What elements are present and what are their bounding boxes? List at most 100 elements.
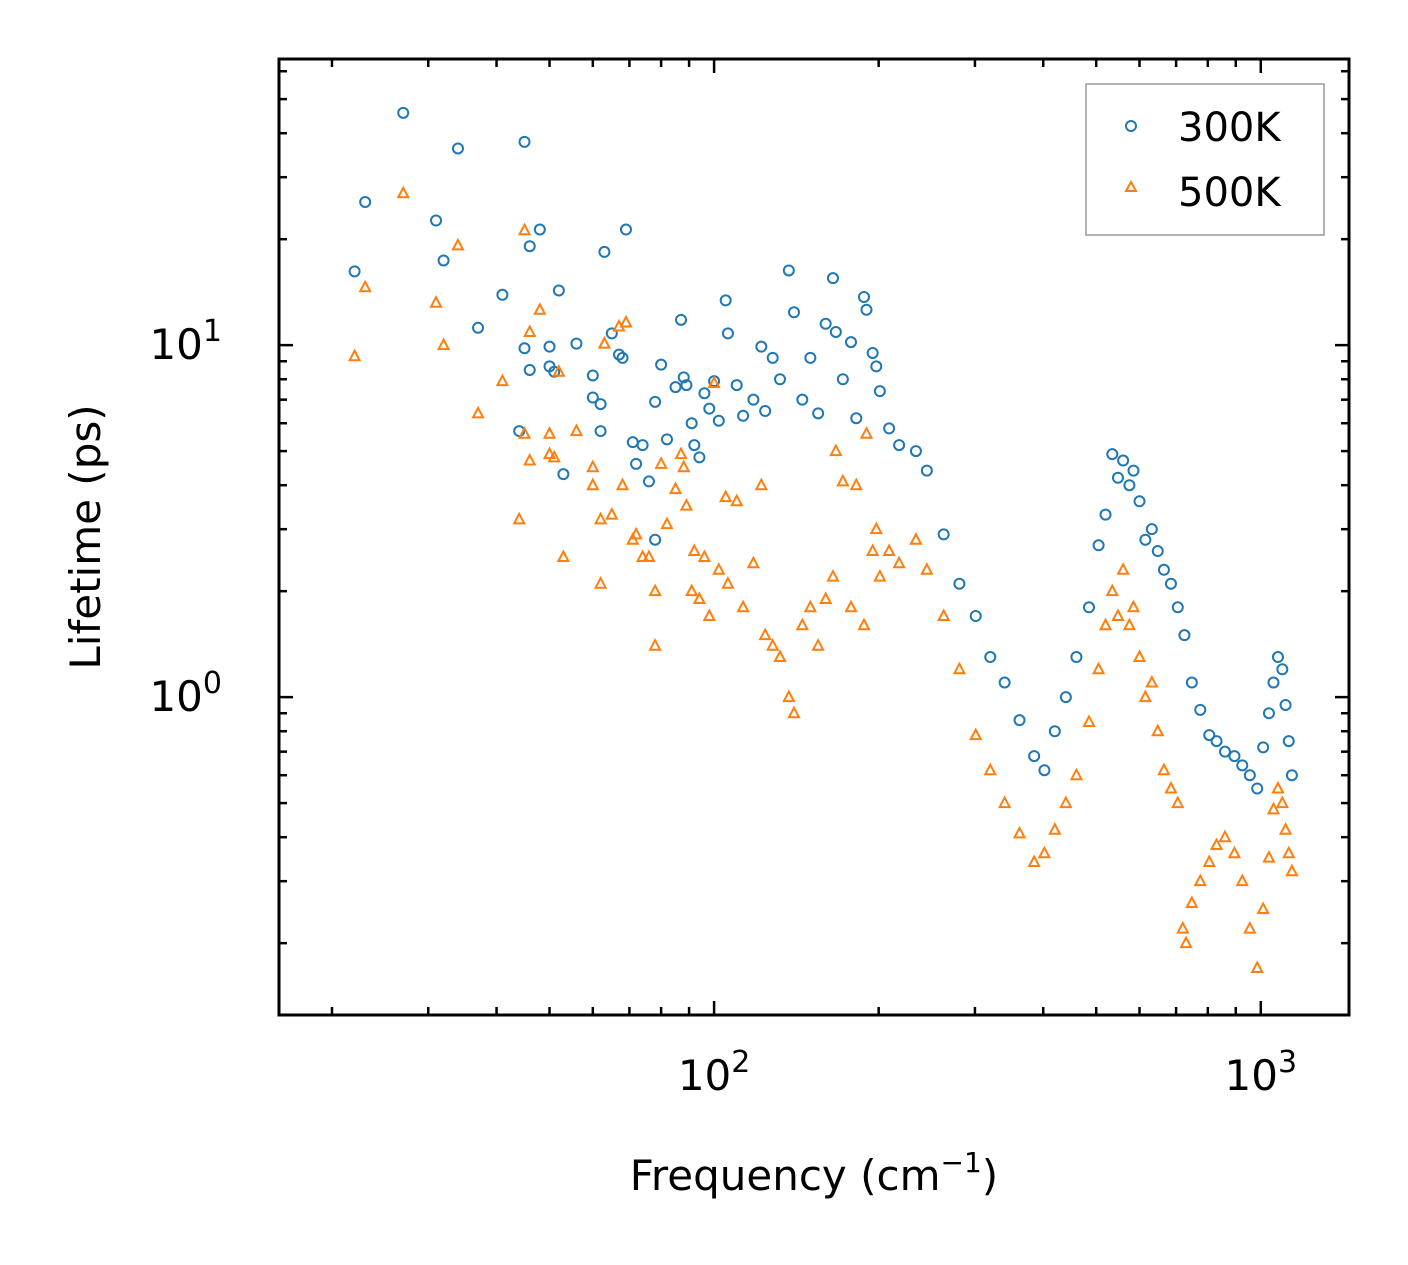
point-500k bbox=[547, 449, 561, 463]
point-300k bbox=[518, 342, 531, 355]
point-500k bbox=[920, 562, 934, 575]
point-500k bbox=[451, 237, 465, 251]
point-500k bbox=[1082, 714, 1096, 727]
point-300k bbox=[437, 254, 450, 267]
point-500k bbox=[677, 459, 691, 473]
point-500k bbox=[803, 599, 818, 613]
point-500k bbox=[1176, 920, 1190, 934]
point-300k bbox=[759, 404, 772, 417]
point-300k bbox=[747, 393, 760, 406]
point-300k bbox=[688, 439, 701, 452]
point-500k bbox=[597, 335, 612, 349]
point-500k bbox=[523, 324, 537, 337]
legend-box bbox=[1085, 83, 1325, 236]
point-300k bbox=[857, 291, 870, 304]
point-300k bbox=[552, 284, 565, 297]
point-300k bbox=[1157, 563, 1170, 576]
point-500k bbox=[844, 599, 858, 613]
point-500k bbox=[1179, 935, 1193, 949]
point-500k bbox=[882, 543, 896, 557]
point-300k bbox=[860, 303, 873, 316]
legend-marker-500k bbox=[1124, 179, 1138, 192]
point-300k bbox=[712, 414, 725, 427]
point-300k bbox=[984, 651, 997, 664]
point-500k bbox=[836, 473, 850, 487]
point-300k bbox=[557, 468, 570, 481]
point-500k bbox=[1285, 863, 1299, 877]
point-500k bbox=[648, 638, 662, 651]
x-axis-label: Frequency (cm−1) bbox=[630, 1146, 998, 1200]
point-500k bbox=[1243, 920, 1257, 934]
series-500k bbox=[347, 185, 1299, 973]
point-500k bbox=[552, 364, 566, 377]
legend-entry-300k: 300K bbox=[1125, 105, 1282, 151]
point-500k bbox=[436, 337, 451, 351]
point-500k bbox=[542, 446, 557, 460]
point-500k bbox=[1151, 723, 1165, 737]
point-300k bbox=[359, 196, 372, 209]
point-500k bbox=[1256, 901, 1270, 915]
point-500k bbox=[358, 279, 372, 293]
point-300k bbox=[1059, 691, 1072, 704]
point-500k bbox=[1091, 661, 1106, 675]
point-500k bbox=[1027, 854, 1041, 868]
point-500k bbox=[615, 477, 630, 491]
point-500k bbox=[1250, 960, 1264, 973]
point-300k bbox=[1279, 698, 1292, 711]
point-300k bbox=[649, 533, 662, 546]
point-500k bbox=[1275, 795, 1289, 809]
point-500k bbox=[1145, 674, 1159, 688]
point-300k bbox=[660, 433, 673, 446]
point-300k bbox=[1203, 729, 1216, 742]
point-500k bbox=[736, 599, 750, 613]
point-500k bbox=[795, 617, 809, 631]
point-500k bbox=[1105, 583, 1119, 597]
point-300k bbox=[616, 351, 629, 364]
point-300k bbox=[755, 340, 768, 353]
point-500k bbox=[593, 576, 608, 589]
point-300k bbox=[873, 385, 886, 398]
point-300k bbox=[655, 358, 668, 371]
point-500k bbox=[687, 543, 701, 557]
point-500k bbox=[1218, 829, 1232, 843]
point-500k bbox=[542, 426, 557, 439]
point-300k bbox=[998, 676, 1011, 689]
point-300k bbox=[969, 610, 982, 623]
point-300k bbox=[1139, 533, 1152, 546]
point-300k bbox=[721, 327, 734, 340]
point-500k bbox=[1227, 845, 1242, 859]
legend-entry-500k: 500K bbox=[1124, 170, 1282, 216]
point-500k bbox=[674, 446, 688, 460]
point-500k bbox=[517, 426, 532, 439]
point-500k bbox=[873, 568, 887, 582]
point-300k bbox=[703, 402, 716, 415]
point-300k bbox=[1267, 676, 1280, 689]
point-500k bbox=[635, 549, 650, 563]
point-500k bbox=[1157, 762, 1171, 776]
point-500k bbox=[1185, 895, 1199, 909]
point-300k bbox=[397, 106, 410, 119]
x-axis-label-close: ) bbox=[982, 1151, 998, 1200]
point-300k bbox=[1151, 545, 1164, 558]
point-500k bbox=[952, 661, 967, 675]
point-300k bbox=[685, 417, 698, 430]
point-500k bbox=[556, 549, 571, 563]
point-500k bbox=[523, 452, 537, 466]
point-500k bbox=[719, 489, 733, 503]
point-500k bbox=[787, 705, 801, 719]
point-300k bbox=[613, 348, 626, 361]
y-axis-label: Lifetime (ps) bbox=[61, 404, 110, 669]
point-500k bbox=[1111, 608, 1125, 622]
point-300k bbox=[812, 407, 825, 420]
point-300k bbox=[570, 337, 583, 350]
point-500k bbox=[754, 477, 768, 491]
point-300k bbox=[586, 391, 599, 404]
point-300k bbox=[348, 265, 361, 278]
x-tick-label: 102 bbox=[678, 1045, 751, 1100]
point-300k bbox=[642, 475, 655, 488]
point-500k bbox=[668, 481, 683, 495]
point-300k bbox=[804, 351, 817, 364]
point-500k bbox=[969, 727, 983, 741]
point-500k bbox=[773, 649, 787, 663]
